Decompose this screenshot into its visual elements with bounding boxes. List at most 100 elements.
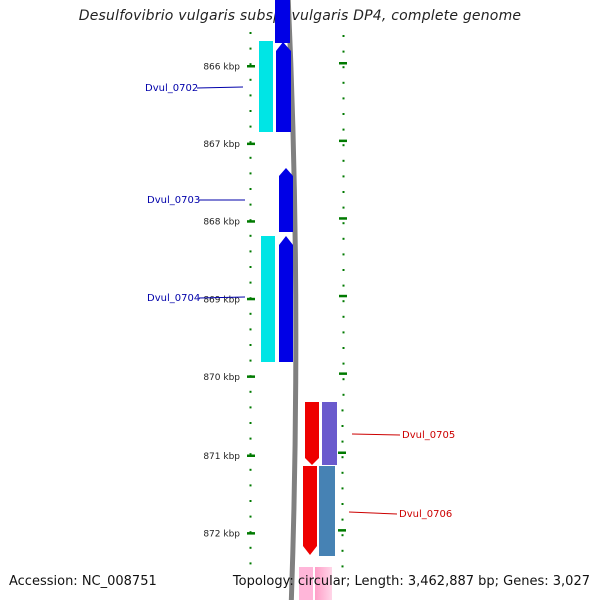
ruler-dots	[249, 32, 345, 568]
tick-mark-right	[338, 529, 346, 532]
feature-tracks	[259, 0, 337, 600]
feature-block-dvul-0702	[259, 41, 273, 132]
ruler-dot-left	[249, 250, 252, 253]
ruler-dot-right	[342, 378, 345, 381]
tick-mark-left	[247, 220, 255, 223]
ruler-dot-right	[342, 393, 345, 396]
tick-label: 872 kbp	[203, 530, 240, 540]
gene-label: Dvul_0702	[145, 83, 198, 94]
ruler-dot-left	[249, 32, 252, 34]
ruler-dot-right	[341, 456, 344, 459]
gene-leader-line	[348, 511, 398, 515]
ruler-dot-left	[249, 422, 252, 424]
ruler-dot-right	[342, 97, 345, 100]
ruler-dot-right	[342, 35, 345, 37]
ruler-dot-left	[249, 390, 252, 393]
cds-arrow-dvul-0706	[303, 466, 317, 555]
ruler-dot-left	[249, 406, 252, 409]
ruler-dot-left	[249, 515, 252, 518]
ruler-dot-right	[342, 113, 345, 115]
ruler-dot-right	[341, 534, 344, 537]
ruler-dot-right	[342, 206, 345, 209]
tick-mark-left	[247, 142, 255, 146]
tick-label: 871 kbp	[203, 452, 240, 462]
ruler-dot-right	[342, 237, 345, 240]
ruler-dot-left	[249, 328, 252, 331]
feature-block-dvul-0705	[322, 402, 337, 465]
cds-arrow-next	[299, 567, 313, 600]
ruler-dot-left	[249, 344, 252, 346]
genome-backbone	[285, 0, 299, 600]
ruler-dot-left	[249, 203, 252, 206]
ruler-dot-right	[342, 144, 345, 147]
ruler-dot-right	[342, 128, 345, 131]
ruler-dot-right	[341, 549, 344, 552]
ruler-dot-right	[342, 81, 345, 84]
cds-arrow-dvul-0705	[305, 402, 319, 465]
ruler-dot-right	[342, 222, 345, 225]
ruler-dot-left	[249, 172, 252, 175]
ruler-dot-left	[249, 484, 252, 487]
ruler-dot-right	[342, 362, 345, 365]
ruler-dot-right	[342, 50, 345, 53]
cds-arrow-prev	[275, 0, 290, 43]
ruler-dot-left	[249, 546, 252, 549]
gene-leader-line	[351, 433, 401, 436]
ruler-dot-right	[341, 565, 344, 568]
accession-text: Accession: NC_008751	[9, 574, 157, 589]
cds-arrow-dvul-0704	[279, 236, 293, 362]
ruler-dot-right	[341, 503, 344, 505]
ruler-dot-left	[249, 359, 252, 362]
ruler-dot-right	[342, 347, 345, 349]
tick-mark-left	[247, 65, 255, 68]
ruler-dot-left	[249, 63, 252, 66]
tick-label: 869 kbp	[203, 295, 240, 305]
ruler-dot-left	[249, 125, 252, 128]
tick-mark-left	[247, 454, 255, 457]
feature-block-dvul-0706	[319, 466, 335, 556]
ruler-dot-left	[249, 281, 252, 284]
ruler-dot-left	[249, 234, 252, 237]
ruler-dot-left	[249, 188, 252, 190]
ruler-dot-left	[249, 47, 252, 50]
cds-arrow-dvul-0703	[279, 168, 293, 232]
ruler-dot-right	[342, 269, 345, 271]
tick-mark-left	[247, 375, 255, 378]
tick-mark-right	[339, 139, 347, 143]
tick-mark-right	[339, 372, 347, 375]
ruler-dot-right	[342, 315, 345, 318]
ruler-dot-right	[342, 66, 345, 69]
ruler-dot-left	[249, 562, 252, 565]
tick-mark-right	[339, 62, 347, 65]
ruler-dot-left	[249, 468, 252, 471]
ruler-dot-left	[249, 266, 252, 268]
ruler-dot-right	[341, 425, 344, 427]
ruler-dot-left	[249, 110, 252, 112]
tick-label: 870 kbp	[203, 373, 240, 383]
ruler-dot-right	[342, 191, 345, 193]
tick-mark-left	[247, 297, 255, 301]
gene-leader-line	[198, 296, 246, 299]
feature-block-dvul-0704	[261, 236, 275, 362]
ruler-dot-right	[341, 471, 344, 474]
ruler-dot-right	[342, 159, 345, 162]
tick-label: 867 kbp	[203, 140, 240, 150]
tick-mark-right	[339, 217, 347, 220]
ruler-dot-left	[249, 141, 252, 144]
ruler-dot-right	[341, 409, 344, 412]
map-title: Desulfovibrio vulgaris subsp. vulgaris D…	[78, 8, 522, 24]
ruler-ticks: 866 kbp 867 kbp 868 kbp 869 kbp 870 kbp 871 k…	[203, 62, 347, 540]
ruler-dot-right	[341, 440, 344, 443]
ruler-dot-right	[342, 284, 345, 287]
tick-label: 868 kbp	[203, 218, 240, 228]
gene-label: Dvul_0705	[402, 430, 455, 441]
tick-mark-right	[339, 294, 347, 298]
ruler-dot-right	[342, 175, 345, 178]
tick-label: 866 kbp	[203, 63, 240, 73]
ruler-dot-left	[249, 94, 252, 97]
ruler-dot-left	[249, 437, 252, 440]
genome-summary-text: Topology: circular; Length: 3,462,887 bp…	[232, 574, 590, 589]
gene-label: Dvul_0704	[147, 293, 200, 304]
